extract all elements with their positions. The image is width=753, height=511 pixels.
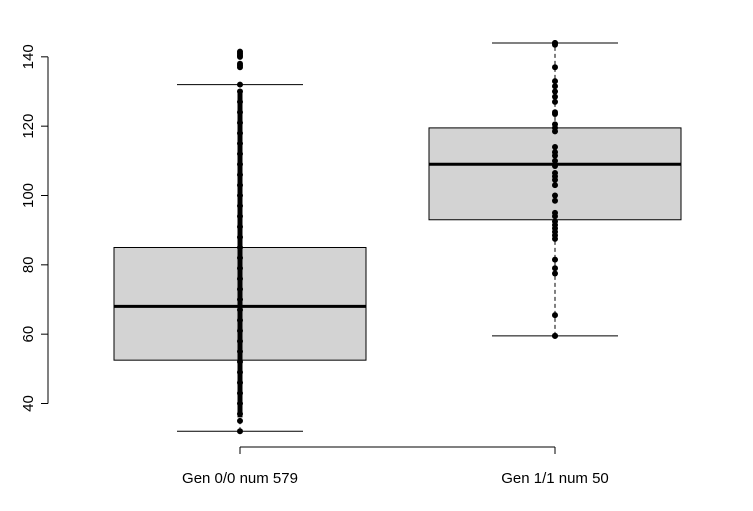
data-point <box>237 81 243 88</box>
data-point <box>237 202 243 209</box>
data-point <box>552 163 558 170</box>
y-tick-label: 140 <box>20 44 37 69</box>
data-point <box>552 312 558 319</box>
data-point <box>237 410 243 417</box>
data-point <box>237 182 243 189</box>
data-point <box>552 332 558 339</box>
data-point <box>552 197 558 204</box>
data-point <box>237 192 243 199</box>
y-tick-label: 60 <box>20 326 37 343</box>
data-point <box>552 209 558 216</box>
data-point <box>237 306 243 313</box>
data-point <box>552 256 558 263</box>
data-point <box>237 48 243 55</box>
data-point <box>237 140 243 147</box>
box-group <box>113 48 367 435</box>
data-point <box>552 121 558 128</box>
data-point <box>552 93 558 100</box>
box-group <box>428 39 682 339</box>
y-tick-label: 40 <box>20 395 37 412</box>
data-point <box>237 244 243 251</box>
data-point <box>237 254 243 261</box>
data-point <box>237 130 243 137</box>
data-point <box>552 39 558 46</box>
data-point <box>237 369 243 376</box>
data-point <box>237 317 243 324</box>
boxes-layer <box>113 39 682 435</box>
data-point <box>237 338 243 345</box>
data-point <box>552 192 558 199</box>
data-point <box>237 60 243 67</box>
data-point <box>237 98 243 105</box>
data-point <box>552 143 558 150</box>
data-point <box>552 157 558 164</box>
data-point <box>237 348 243 355</box>
y-axis: 40 60 80 100 120 140 <box>20 44 49 412</box>
data-point <box>552 169 558 176</box>
data-point <box>237 88 243 95</box>
data-point <box>237 286 243 293</box>
data-point <box>237 234 243 241</box>
point-strip <box>237 89 243 418</box>
category-label: Gen 1/1 num 50 <box>501 470 609 487</box>
data-point <box>237 161 243 168</box>
data-point <box>237 171 243 178</box>
data-point <box>237 358 243 365</box>
data-point <box>237 400 243 407</box>
y-tick-label: 80 <box>20 256 37 273</box>
y-tick-label: 100 <box>20 183 37 208</box>
data-point <box>237 417 243 424</box>
data-point <box>552 265 558 272</box>
data-point <box>552 78 558 85</box>
data-point <box>237 379 243 386</box>
data-point <box>552 218 558 225</box>
data-point <box>237 265 243 272</box>
data-point <box>552 64 558 71</box>
data-point <box>237 109 243 116</box>
data-point <box>237 428 243 435</box>
data-point <box>237 119 243 126</box>
data-point <box>552 270 558 277</box>
data-point <box>552 88 558 95</box>
data-point <box>552 109 558 116</box>
data-point <box>237 150 243 157</box>
y-tick-label: 120 <box>20 114 37 139</box>
data-point <box>237 223 243 230</box>
data-point <box>237 327 243 334</box>
data-point <box>237 390 243 397</box>
data-point <box>237 275 243 282</box>
x-axis: Gen 0/0 num 579 Gen 1/1 num 50 <box>182 446 609 487</box>
category-label: Gen 0/0 num 579 <box>182 470 298 487</box>
data-point <box>237 213 243 220</box>
data-point <box>552 98 558 105</box>
data-point <box>552 149 558 156</box>
data-point <box>552 83 558 90</box>
data-point <box>237 296 243 303</box>
data-point <box>552 182 558 189</box>
